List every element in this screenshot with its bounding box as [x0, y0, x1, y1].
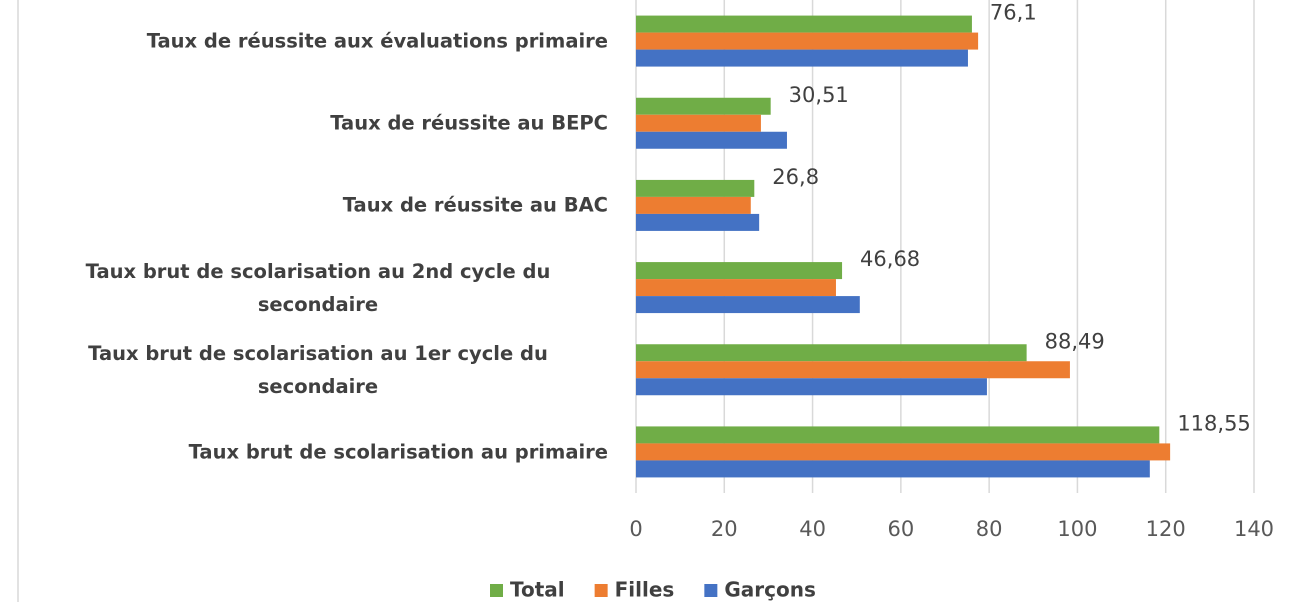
bar: [636, 361, 1070, 379]
y-tick-label: Taux brut de scolarisation au primaire: [20, 435, 608, 468]
bar: [636, 49, 968, 67]
bar: [636, 279, 836, 297]
data-label: 26,8: [772, 165, 819, 189]
y-tick-label: Taux brut de scolarisation au 2nd cycle …: [20, 255, 608, 321]
y-tick-label: Taux brut de scolarisation au 1er cycle …: [20, 337, 608, 403]
bar: [636, 426, 1160, 444]
y-tick-label-text: Taux de réussite au BEPC: [330, 111, 608, 135]
bar: [636, 97, 771, 115]
bar: [636, 15, 972, 33]
bar: [636, 114, 761, 132]
bar: [636, 460, 1150, 478]
data-label: 30,51: [789, 83, 849, 107]
data-label: 118,55: [1177, 411, 1250, 435]
y-tick-label: Taux de réussite au BEPC: [20, 107, 608, 140]
data-label: 76,1: [990, 1, 1037, 25]
y-tick-label: Taux de réussite au BAC: [20, 189, 608, 222]
data-label: 88,49: [1045, 329, 1105, 353]
bar: [636, 213, 760, 231]
bar: [636, 131, 787, 149]
legend-label: Total: [510, 578, 565, 602]
bar: [636, 296, 860, 314]
x-tick-label: 100: [1057, 517, 1097, 541]
bar: [636, 179, 755, 197]
y-tick-label-text: Taux de réussite aux évaluations primair…: [146, 29, 608, 53]
bar: [636, 196, 751, 214]
bar: [636, 344, 1027, 362]
x-tick-label: 60: [887, 517, 914, 541]
x-tick-label: 0: [629, 517, 642, 541]
bar: [636, 378, 987, 396]
legend-swatch: [594, 584, 608, 597]
x-tick-label: 120: [1146, 517, 1186, 541]
legend-swatch: [704, 584, 718, 597]
y-tick-label: Taux de réussite aux évaluations primair…: [20, 25, 608, 58]
x-tick-label: 80: [976, 517, 1003, 541]
y-tick-label-text: Taux brut de scolarisation au 2nd cycle …: [85, 259, 551, 316]
bar: [636, 262, 843, 280]
bar: [636, 443, 1171, 461]
x-tick-label: 140: [1234, 517, 1274, 541]
data-label: 46,68: [860, 247, 920, 271]
legend-label: Filles: [615, 578, 675, 602]
x-tick-label: 40: [799, 517, 826, 541]
x-tick-label: 20: [711, 517, 738, 541]
bar: [636, 32, 979, 50]
legend-label: Garçons: [724, 578, 816, 602]
legend-swatch: [490, 584, 503, 597]
y-tick-label-text: Taux brut de scolarisation au primaire: [188, 440, 608, 464]
y-tick-label-text: Taux de réussite au BAC: [342, 193, 608, 217]
y-tick-label-text: Taux brut de scolarisation au 1er cycle …: [88, 341, 548, 398]
